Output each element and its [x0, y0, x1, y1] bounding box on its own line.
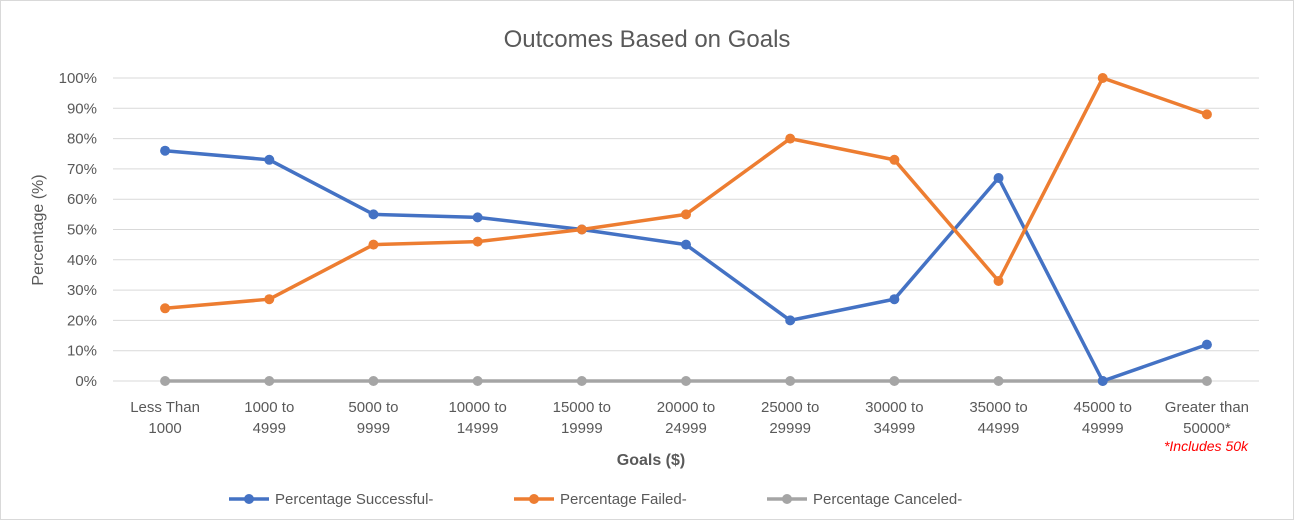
series-line	[164, 76, 1208, 311]
x-tick-label: 1000 to 4999	[244, 399, 294, 437]
x-tick-label: 25000 to 29999	[761, 399, 819, 437]
data-point	[993, 276, 1004, 287]
legend-label: Percentage Canceled-	[813, 491, 962, 508]
data-point	[472, 212, 483, 223]
y-axis-ticks: 0% 10% 20% 30% 40% 50% 60% 70% 80% 90% 100%	[59, 70, 97, 390]
data-point	[368, 209, 379, 220]
data-point	[1097, 73, 1108, 83]
x-tick-label: Greater than 50000*	[1165, 399, 1249, 437]
x-axis-title: Goals ($)	[617, 452, 685, 469]
data-point	[264, 154, 275, 165]
series-line	[164, 148, 1208, 383]
x-axis-ticks: Less Than 1000 1000 to 4999 5000 to 9999 10000…	[130, 399, 1249, 437]
y-tick-label: 50%	[67, 222, 97, 239]
data-point	[472, 376, 483, 386]
x-tick-label: 5000 to 9999	[348, 399, 398, 437]
y-tick-label: 80%	[67, 131, 97, 148]
legend: Percentage Successful- Percentage Failed-…	[229, 491, 962, 508]
data-point	[1097, 376, 1108, 386]
data-point	[1201, 339, 1212, 350]
data-point	[681, 209, 691, 220]
y-tick-label: 70%	[67, 161, 97, 178]
y-tick-label: 20%	[67, 312, 97, 329]
data-point	[1201, 109, 1212, 120]
data-point	[993, 376, 1004, 386]
y-axis-title: Percentage (%)	[30, 174, 47, 285]
data-point	[576, 376, 587, 386]
legend-label: Percentage Failed-	[560, 491, 687, 508]
data-point	[368, 239, 379, 250]
data-point	[264, 294, 275, 305]
data-point	[576, 224, 587, 235]
data-point	[993, 172, 1004, 183]
y-tick-label: 100%	[59, 70, 97, 87]
legend-label: Percentage Successful-	[275, 491, 433, 508]
data-point	[1201, 376, 1212, 386]
data-point	[785, 376, 796, 386]
data-point	[160, 145, 171, 156]
data-point	[681, 239, 691, 250]
data-point	[160, 376, 171, 386]
y-tick-label: 10%	[67, 343, 97, 360]
y-tick-label: 90%	[67, 100, 97, 117]
x-tick-label: Less Than 1000	[130, 399, 200, 437]
data-point	[472, 236, 483, 247]
x-tick-label: 10000 to 14999	[448, 399, 506, 437]
gridlines	[113, 77, 1259, 382]
data-point	[160, 303, 171, 314]
data-point	[889, 376, 900, 386]
data-point	[889, 154, 900, 165]
data-point	[889, 294, 900, 305]
series-lines	[160, 73, 1212, 386]
data-point	[785, 315, 796, 326]
legend-swatch-marker	[244, 494, 254, 504]
x-tick-label: 20000 to 24999	[657, 399, 715, 437]
data-point	[681, 376, 691, 386]
data-point	[264, 376, 275, 386]
y-tick-label: 30%	[67, 282, 97, 299]
x-tick-label: 45000 to 49999	[1074, 399, 1132, 437]
chart-title: Outcomes Based on Goals	[504, 26, 791, 53]
x-tick-label: 35000 to 44999	[969, 399, 1027, 437]
legend-swatch-marker	[782, 494, 792, 504]
legend-swatch-marker	[529, 494, 539, 504]
y-tick-label: 0%	[75, 373, 97, 390]
x-tick-label: 15000 to 19999	[553, 399, 611, 437]
y-tick-label: 40%	[67, 252, 97, 269]
annotation-note: *Includes 50k	[1164, 438, 1249, 454]
data-point	[368, 376, 379, 386]
x-tick-label: 30000 to 34999	[865, 399, 923, 437]
data-point	[785, 133, 796, 144]
y-tick-label: 60%	[67, 191, 97, 208]
